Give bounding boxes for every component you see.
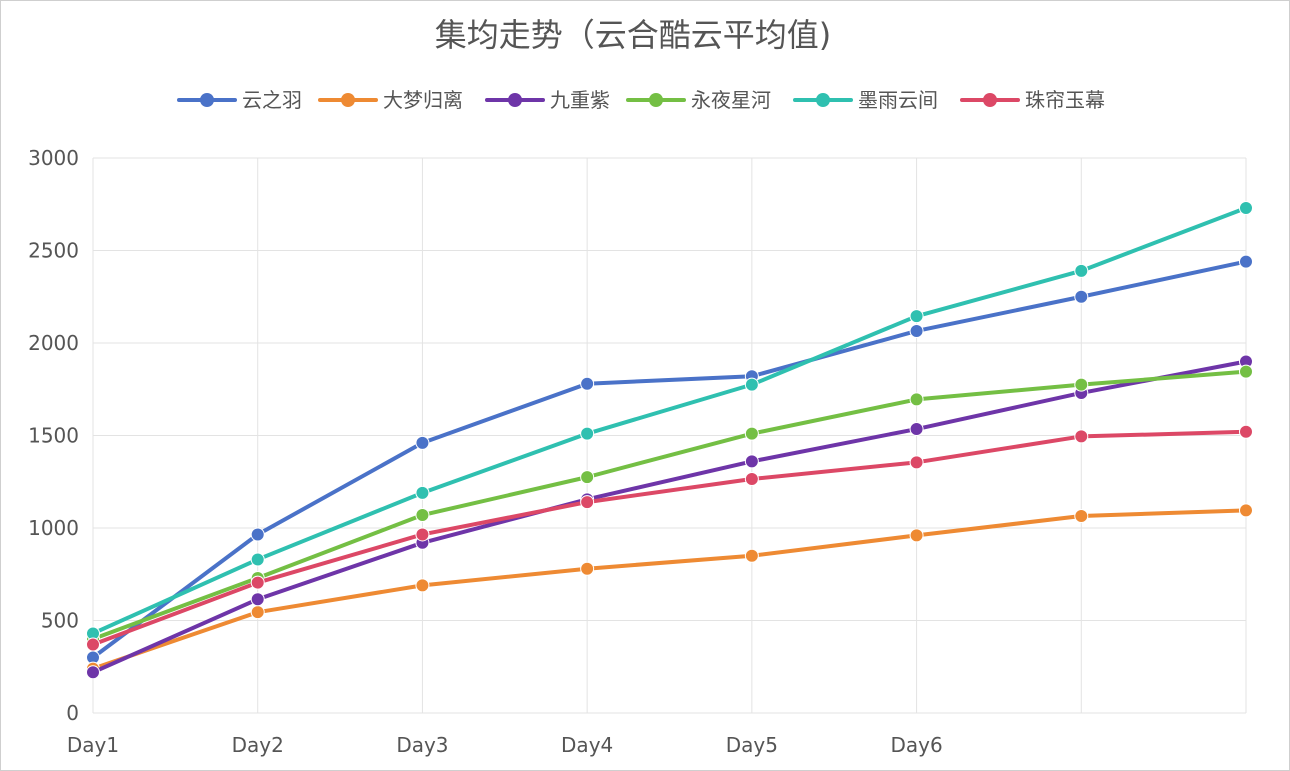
series-4 xyxy=(86,364,1253,646)
data-point xyxy=(909,392,924,407)
series-2 xyxy=(86,503,1253,676)
x-tick-label: Day6 xyxy=(890,733,942,757)
data-point xyxy=(744,548,759,563)
x-tick-label: Day5 xyxy=(726,733,778,757)
data-point xyxy=(580,495,595,510)
data-point xyxy=(415,578,430,593)
data-point xyxy=(250,552,265,567)
legend-swatch-marker xyxy=(200,93,214,107)
data-point xyxy=(909,323,924,338)
data-point xyxy=(1074,289,1089,304)
data-point xyxy=(86,637,100,652)
y-tick-label: 500 xyxy=(41,609,79,633)
data-point xyxy=(250,605,265,620)
legend-item: 珠帘玉幕 xyxy=(960,88,1105,112)
legend-item: 大梦归离 xyxy=(318,88,463,112)
legend-swatch-marker xyxy=(508,93,522,107)
legend-swatch-marker xyxy=(649,93,663,107)
y-axis: 0 500 1000 1500 2000 2500 3000 xyxy=(28,146,79,725)
series-line xyxy=(91,359,1248,675)
data-point xyxy=(415,485,430,500)
x-axis: Day1 Day2 Day3 Day4 Day5 Day6 xyxy=(67,733,943,757)
series-line xyxy=(91,508,1248,671)
data-point xyxy=(415,508,430,523)
data-point xyxy=(580,470,595,485)
data-point xyxy=(744,454,759,469)
data-point xyxy=(1239,254,1253,269)
y-tick-label: 2500 xyxy=(28,239,79,263)
series-6 xyxy=(86,424,1253,652)
data-point xyxy=(415,435,430,450)
chart-title: 集均走势（云合酷云平均值) xyxy=(435,16,832,54)
legend-label: 珠帘玉幕 xyxy=(1025,88,1105,112)
plot-area xyxy=(86,200,1253,680)
legend-item: 墨雨云间 xyxy=(793,88,938,112)
legend-label: 大梦归离 xyxy=(383,88,463,112)
grid xyxy=(92,157,1247,714)
series-3 xyxy=(86,354,1253,680)
data-point xyxy=(909,422,924,437)
data-point xyxy=(1074,263,1089,278)
legend-item: 云之羽 xyxy=(177,88,302,112)
x-tick-label: Day3 xyxy=(396,733,448,757)
legend-swatch-marker xyxy=(983,93,997,107)
data-point xyxy=(909,528,924,543)
data-point xyxy=(1239,364,1253,379)
x-tick-label: Day1 xyxy=(67,733,119,757)
data-point xyxy=(250,527,265,542)
data-point xyxy=(1239,200,1253,215)
data-point xyxy=(1074,429,1089,444)
data-point xyxy=(250,592,265,607)
data-point xyxy=(415,527,430,542)
legend-item: 九重紫 xyxy=(485,88,610,112)
data-point xyxy=(909,455,924,470)
data-point xyxy=(580,376,595,391)
y-tick-label: 1000 xyxy=(28,516,79,540)
data-point xyxy=(1239,424,1253,439)
x-tick-label: Day4 xyxy=(561,733,613,757)
data-point xyxy=(580,561,595,576)
data-point xyxy=(1239,503,1253,518)
series-line xyxy=(91,429,1248,647)
y-tick-label: 3000 xyxy=(28,146,79,170)
legend-label: 九重紫 xyxy=(550,88,610,112)
data-point xyxy=(1074,377,1089,392)
data-point xyxy=(744,426,759,441)
series-line xyxy=(91,259,1248,660)
data-point xyxy=(744,471,759,486)
legend-item: 永夜星河 xyxy=(626,88,771,112)
series-5 xyxy=(86,200,1253,641)
legend-label: 云之羽 xyxy=(242,88,302,112)
y-tick-label: 2000 xyxy=(28,331,79,355)
x-tick-label: Day2 xyxy=(232,733,284,757)
legend: 云之羽 大梦归离 九重紫 永夜星河 墨雨云间 珠帘玉幕 xyxy=(177,88,1105,112)
data-point xyxy=(250,575,265,590)
data-point xyxy=(580,426,595,441)
legend-swatch-marker xyxy=(341,93,355,107)
y-tick-label: 1500 xyxy=(28,424,79,448)
data-point xyxy=(744,377,759,392)
legend-label: 永夜星河 xyxy=(691,88,771,112)
series-line xyxy=(91,369,1248,641)
legend-label: 墨雨云间 xyxy=(858,88,938,112)
series-1 xyxy=(86,254,1253,665)
y-tick-label: 0 xyxy=(66,701,79,725)
data-point xyxy=(909,309,924,324)
legend-swatch-marker xyxy=(816,93,830,107)
data-point xyxy=(1074,508,1089,523)
series-line xyxy=(91,205,1248,636)
data-point xyxy=(86,665,100,680)
